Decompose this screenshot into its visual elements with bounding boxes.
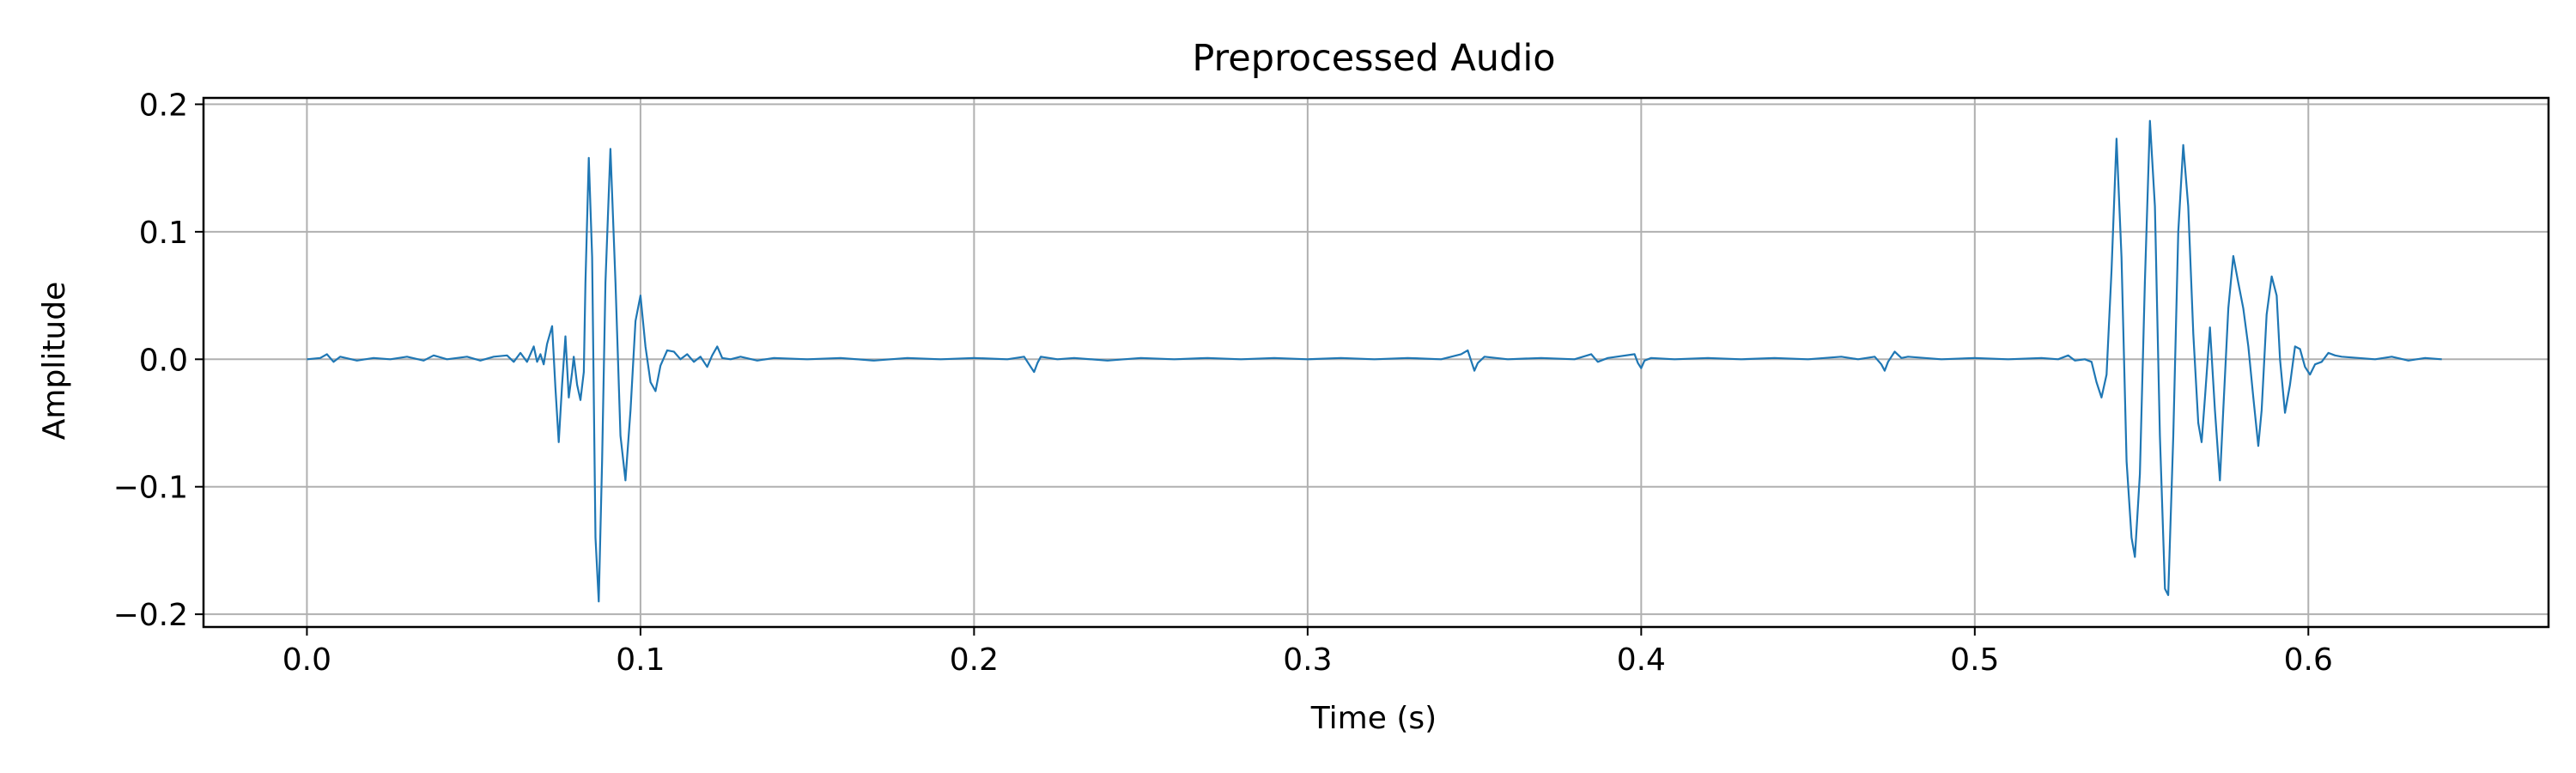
waveform-line <box>307 119 2442 603</box>
x-axis-title: Time (s) <box>1310 701 1437 736</box>
x-tick-label: 0.3 <box>1283 642 1332 678</box>
y-axis-ticks: 0.2 0.1 0.0 −0.1 −0.2 <box>113 88 204 633</box>
y-tick-label: 0.2 <box>139 88 188 123</box>
x-axis-ticks: 0.0 0.1 0.2 0.3 0.4 0.5 0.6 <box>283 627 2333 678</box>
x-tick-label: 0.2 <box>950 642 999 678</box>
x-tick-label: 0.4 <box>1617 642 1666 678</box>
x-tick-label: 0.6 <box>2284 642 2333 678</box>
y-axis-title: Amplitude <box>37 282 72 440</box>
chart-title: Preprocessed Audio <box>1192 37 1555 80</box>
x-tick-label: 0.5 <box>1950 642 1999 678</box>
y-tick-label: −0.2 <box>113 598 188 633</box>
x-tick-label: 0.0 <box>283 642 331 678</box>
y-tick-label: 0.0 <box>139 343 188 378</box>
x-tick-label: 0.1 <box>616 642 665 678</box>
y-tick-label: −0.1 <box>113 471 188 506</box>
y-tick-label: 0.1 <box>139 216 188 251</box>
plot-frame <box>202 96 2550 629</box>
